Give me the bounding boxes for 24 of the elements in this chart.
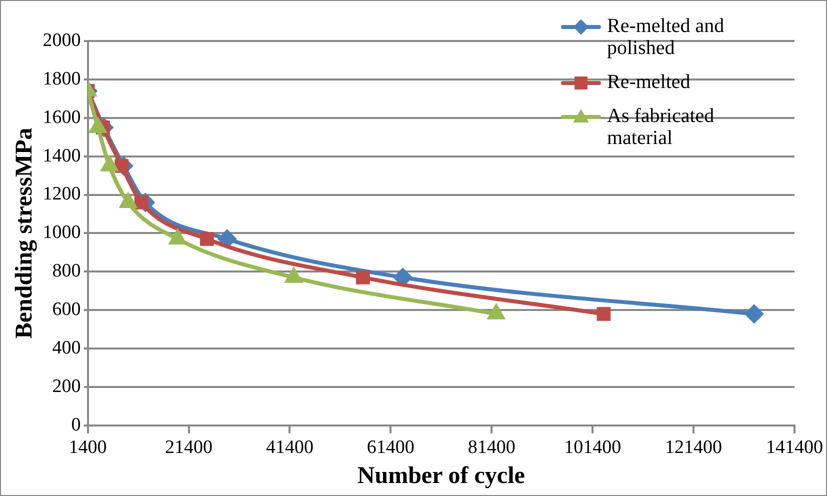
y-tick-label: 0 <box>71 414 81 436</box>
legend-label: Re-melted <box>607 71 690 93</box>
y-tick-label: 1600 <box>42 106 81 128</box>
x-tick-label: 1400 <box>68 436 107 458</box>
x-tick-label: 81400 <box>468 436 516 458</box>
x-tick-label: 141400 <box>766 436 823 458</box>
x-tick-label: 21400 <box>165 436 213 458</box>
y-axis-title: Bendding stressMPa <box>12 128 38 339</box>
x-tick-label: 101400 <box>564 436 622 458</box>
y-tick-label: 600 <box>52 299 81 320</box>
x-tick-label: 121400 <box>665 436 722 458</box>
y-tick-label: 1200 <box>42 184 81 205</box>
legend-label: As fabricated material <box>607 105 716 149</box>
x-tick-label: 61400 <box>366 436 414 458</box>
y-tick-label: 1400 <box>42 145 81 166</box>
y-tick-label: 1800 <box>42 68 81 90</box>
y-tick-label: 400 <box>52 338 81 359</box>
y-tick-label: 200 <box>52 376 81 397</box>
x-tick-label: 41400 <box>266 436 314 458</box>
y-tick-label: 2000 <box>42 30 81 51</box>
legend-label: Re-melted and polished <box>607 15 726 59</box>
y-tick-label: 800 <box>52 260 81 282</box>
x-axis-title: Number of cycle <box>357 462 526 489</box>
y-tick-label: 1000 <box>42 222 81 244</box>
